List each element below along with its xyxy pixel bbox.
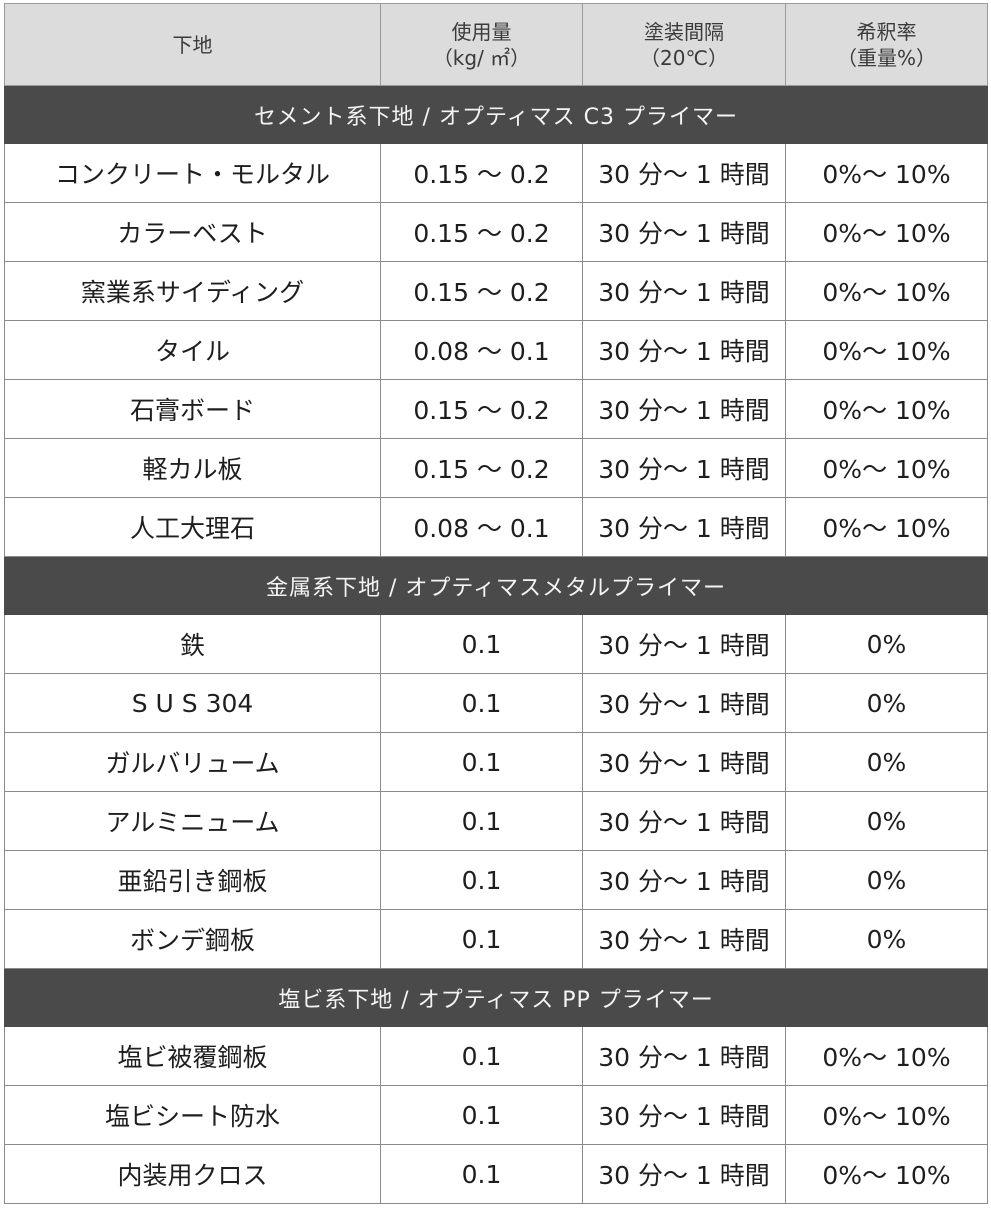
cell-substrate: 亜鉛引き鋼板 [4,850,381,910]
cell-usage: 0.1 [380,1144,583,1204]
table-row: コンクリート・モルタル 0.15 〜 0.2 30 分〜 1 時間 0%〜 10% [4,143,988,203]
cell-usage: 0.1 [380,1026,583,1086]
cell-dilution: 0%〜 10% [785,379,988,439]
cell-substrate: 人工大理石 [4,497,381,557]
cell-substrate: ガルバリューム [4,732,381,792]
section-header-row: セメント系下地 / オプティマス C3 プライマー [4,85,988,144]
cell-usage: 0.1 [380,614,583,674]
cell-usage: 0.1 [380,850,583,910]
table-row: ガルバリューム 0.1 30 分〜 1 時間 0% [4,732,988,792]
cell-interval: 30 分〜 1 時間 [582,497,786,557]
cell-dilution: 0% [785,791,988,851]
header-dilution: 希釈率 （重量%） [785,3,988,86]
cell-interval: 30 分〜 1 時間 [582,379,786,439]
cell-usage: 0.15 〜 0.2 [380,261,583,321]
cell-dilution: 0%〜 10% [785,497,988,557]
cell-interval: 30 分〜 1 時間 [582,1085,786,1145]
cell-substrate: タイル [4,320,381,380]
header-usage: 使用量 （kg/ ㎡） [380,3,583,86]
cell-substrate: 塩ビシート防水 [4,1085,381,1145]
cell-substrate: S U S 304 [4,673,381,733]
table-row: 軽カル板 0.15 〜 0.2 30 分〜 1 時間 0%〜 10% [4,438,988,498]
cell-interval: 30 分〜 1 時間 [582,261,786,321]
section-title: セメント系下地 / オプティマス C3 プライマー [4,85,988,144]
cell-usage: 0.1 [380,732,583,792]
cell-interval: 30 分〜 1 時間 [582,614,786,674]
cell-dilution: 0% [785,732,988,792]
cell-substrate: ボンデ鋼板 [4,909,381,969]
cell-dilution: 0%〜 10% [785,202,988,262]
cell-substrate: カラーベスト [4,202,381,262]
cell-dilution: 0%〜 10% [785,143,988,203]
cell-interval: 30 分〜 1 時間 [582,1026,786,1086]
table-row: 窯業系サイディング 0.15 〜 0.2 30 分〜 1 時間 0%〜 10% [4,261,988,321]
cell-dilution: 0%〜 10% [785,438,988,498]
table-row: ボンデ鋼板 0.1 30 分〜 1 時間 0% [4,909,988,969]
cell-dilution: 0% [785,673,988,733]
cell-usage: 0.1 [380,791,583,851]
cell-dilution: 0%〜 10% [785,1085,988,1145]
table-row: 石膏ボード 0.15 〜 0.2 30 分〜 1 時間 0%〜 10% [4,379,988,439]
table-row: 鉄 0.1 30 分〜 1 時間 0% [4,614,988,674]
section-header-row: 塩ビ系下地 / オプティマス PP プライマー [4,968,988,1027]
table-row: 亜鉛引き鋼板 0.1 30 分〜 1 時間 0% [4,850,988,910]
table-row: アルミニューム 0.1 30 分〜 1 時間 0% [4,791,988,851]
cell-usage: 0.1 [380,1085,583,1145]
cell-usage: 0.15 〜 0.2 [380,202,583,262]
cell-interval: 30 分〜 1 時間 [582,732,786,792]
primer-spec-table: 下地 使用量 （kg/ ㎡） 塗装間隔 （20℃） 希釈率 （重量%） セメント… [4,3,988,1204]
cell-usage: 0.1 [380,909,583,969]
table-row: 内装用クロス 0.1 30 分〜 1 時間 0%〜 10% [4,1144,988,1204]
cell-interval: 30 分〜 1 時間 [582,438,786,498]
table-row: 塩ビシート防水 0.1 30 分〜 1 時間 0%〜 10% [4,1085,988,1145]
cell-dilution: 0% [785,614,988,674]
header-interval: 塗装間隔 （20℃） [582,3,786,86]
section-title: 金属系下地 / オプティマスメタルプライマー [4,556,988,615]
cell-substrate: 鉄 [4,614,381,674]
table-row: カラーベスト 0.15 〜 0.2 30 分〜 1 時間 0%〜 10% [4,202,988,262]
cell-interval: 30 分〜 1 時間 [582,1144,786,1204]
cell-substrate: コンクリート・モルタル [4,143,381,203]
cell-substrate: 軽カル板 [4,438,381,498]
cell-usage: 0.08 〜 0.1 [380,497,583,557]
cell-substrate: 窯業系サイディング [4,261,381,321]
cell-dilution: 0% [785,850,988,910]
section-title: 塩ビ系下地 / オプティマス PP プライマー [4,968,988,1027]
table-row: 塩ビ被覆鋼板 0.1 30 分〜 1 時間 0%〜 10% [4,1026,988,1086]
cell-interval: 30 分〜 1 時間 [582,202,786,262]
cell-interval: 30 分〜 1 時間 [582,850,786,910]
header-substrate: 下地 [4,3,381,86]
cell-substrate: 塩ビ被覆鋼板 [4,1026,381,1086]
cell-usage: 0.15 〜 0.2 [380,143,583,203]
section-header-row: 金属系下地 / オプティマスメタルプライマー [4,556,988,615]
cell-substrate: アルミニューム [4,791,381,851]
cell-interval: 30 分〜 1 時間 [582,143,786,203]
table-row: 人工大理石 0.08 〜 0.1 30 分〜 1 時間 0%〜 10% [4,497,988,557]
table-header-row: 下地 使用量 （kg/ ㎡） 塗装間隔 （20℃） 希釈率 （重量%） [4,3,988,86]
cell-dilution: 0% [785,909,988,969]
cell-substrate: 石膏ボード [4,379,381,439]
cell-substrate: 内装用クロス [4,1144,381,1204]
table-row: タイル 0.08 〜 0.1 30 分〜 1 時間 0%〜 10% [4,320,988,380]
cell-usage: 0.08 〜 0.1 [380,320,583,380]
cell-usage: 0.1 [380,673,583,733]
cell-usage: 0.15 〜 0.2 [380,438,583,498]
cell-usage: 0.15 〜 0.2 [380,379,583,439]
cell-dilution: 0%〜 10% [785,261,988,321]
cell-interval: 30 分〜 1 時間 [582,320,786,380]
cell-interval: 30 分〜 1 時間 [582,673,786,733]
cell-dilution: 0%〜 10% [785,1144,988,1204]
cell-interval: 30 分〜 1 時間 [582,791,786,851]
cell-dilution: 0%〜 10% [785,320,988,380]
cell-interval: 30 分〜 1 時間 [582,909,786,969]
cell-dilution: 0%〜 10% [785,1026,988,1086]
table-row: S U S 304 0.1 30 分〜 1 時間 0% [4,673,988,733]
